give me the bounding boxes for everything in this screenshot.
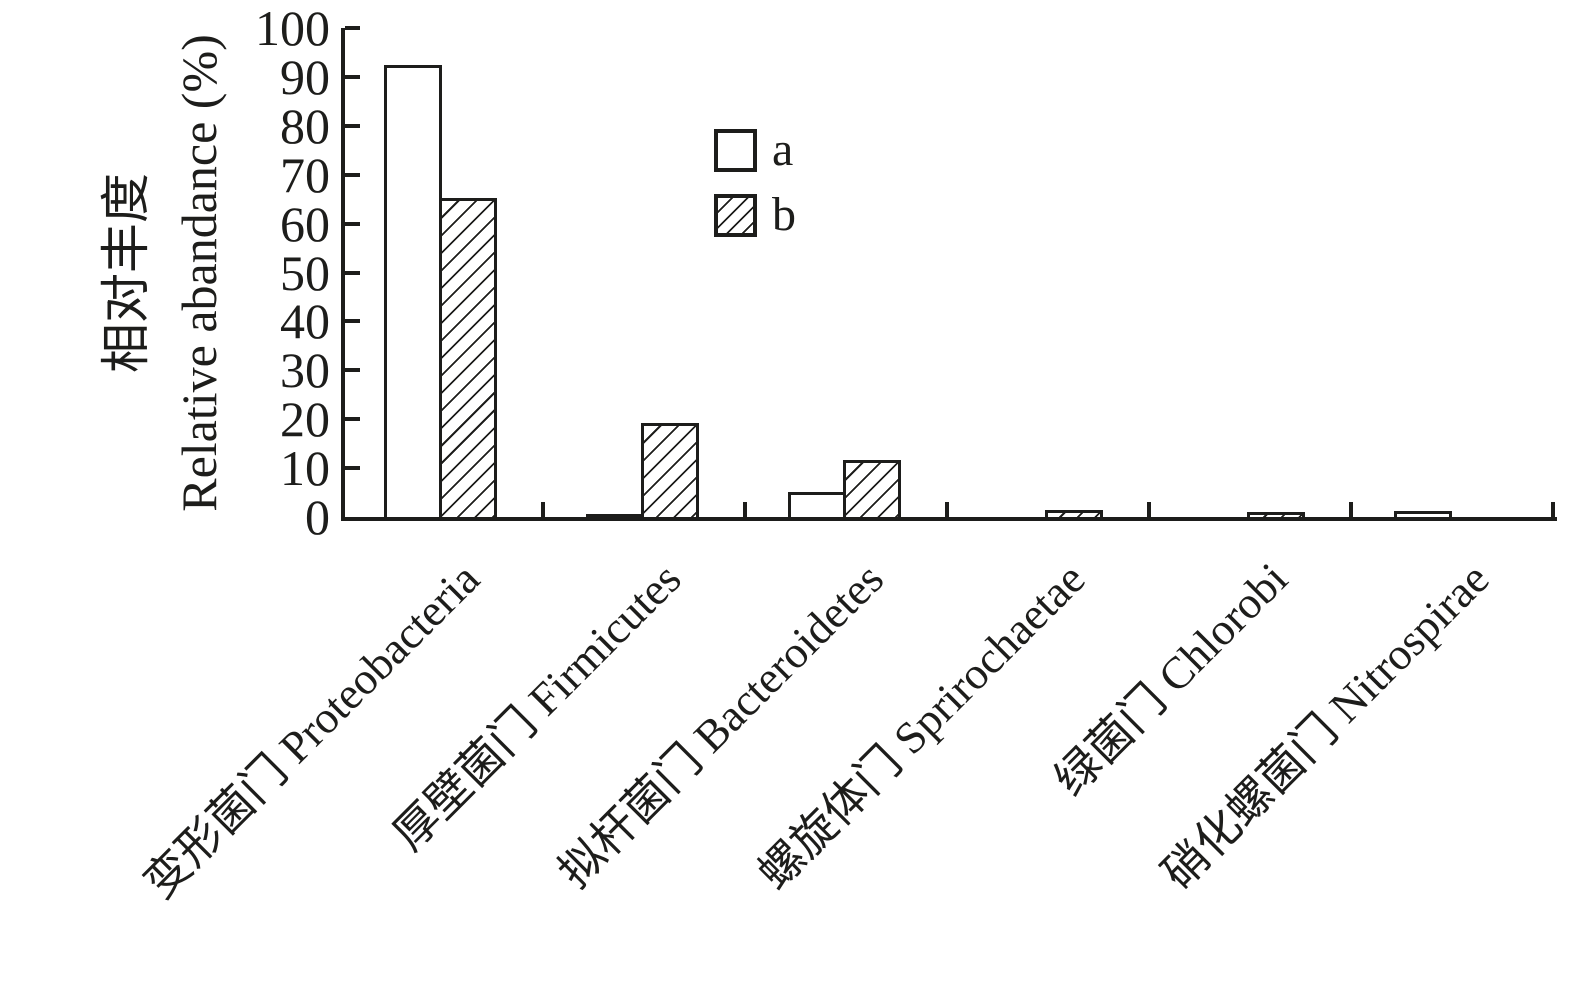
- bar-a-6: [1394, 511, 1452, 517]
- y-tick-label: 50: [280, 244, 330, 301]
- y-axis-line: [341, 28, 345, 521]
- bar-a-2: [586, 514, 644, 517]
- x-tick: [1551, 502, 1555, 517]
- legend-item-b: b: [714, 188, 796, 241]
- x-category-label: 变形菌门 Proteobacteria: [134, 553, 489, 908]
- y-tick: [345, 26, 360, 30]
- y-tick: [345, 74, 360, 79]
- x-category-label: 硝化螺菌门 Nitrospirae: [1153, 553, 1499, 899]
- bar-b-2: [641, 423, 699, 517]
- legend-item-a: a: [714, 123, 796, 176]
- bar-b-5: [1247, 512, 1305, 517]
- y-tick-label: 90: [280, 48, 330, 105]
- legend-label-a: a: [772, 123, 794, 176]
- y-tick: [345, 417, 360, 422]
- legend-label-b: b: [772, 188, 796, 241]
- y-tick: [345, 466, 360, 471]
- x-tick: [541, 502, 545, 517]
- x-axis-line: [341, 517, 1557, 521]
- bar-a-3: [788, 492, 846, 517]
- legend: a b: [714, 123, 796, 258]
- y-tick-label: 80: [280, 97, 330, 154]
- y-tick-label: 20: [280, 391, 330, 448]
- bar-b-4: [1045, 510, 1103, 517]
- x-category-label: 拟杆菌门 Bacteroidetes: [549, 553, 893, 898]
- y-tick: [345, 368, 360, 373]
- y-tick: [345, 270, 360, 275]
- y-tick: [345, 123, 360, 128]
- y-tick-label: 30: [280, 342, 330, 399]
- x-category-label: 螺旋体门 Sprirochaetae: [749, 553, 1095, 899]
- bar-b-3: [843, 460, 901, 517]
- x-tick: [743, 502, 747, 517]
- y-tick-label: 0: [305, 489, 330, 545]
- y-tick-label: 40: [280, 293, 330, 350]
- x-tick: [945, 502, 949, 517]
- y-tick: [345, 172, 360, 177]
- legend-swatch-hatched: [714, 193, 757, 237]
- bar-b-1: [439, 198, 497, 517]
- legend-swatch-white: [714, 128, 757, 172]
- y-tick-label: 100: [255, 0, 330, 56]
- y-tick-label: 60: [280, 195, 330, 252]
- x-tick: [1147, 502, 1151, 517]
- y-tick-label: 70: [280, 146, 330, 203]
- y-tick-label: 10: [280, 440, 330, 497]
- y-tick: [345, 221, 360, 226]
- y-tick: [345, 319, 360, 324]
- x-tick: [1349, 502, 1353, 517]
- bar-a-1: [384, 65, 442, 517]
